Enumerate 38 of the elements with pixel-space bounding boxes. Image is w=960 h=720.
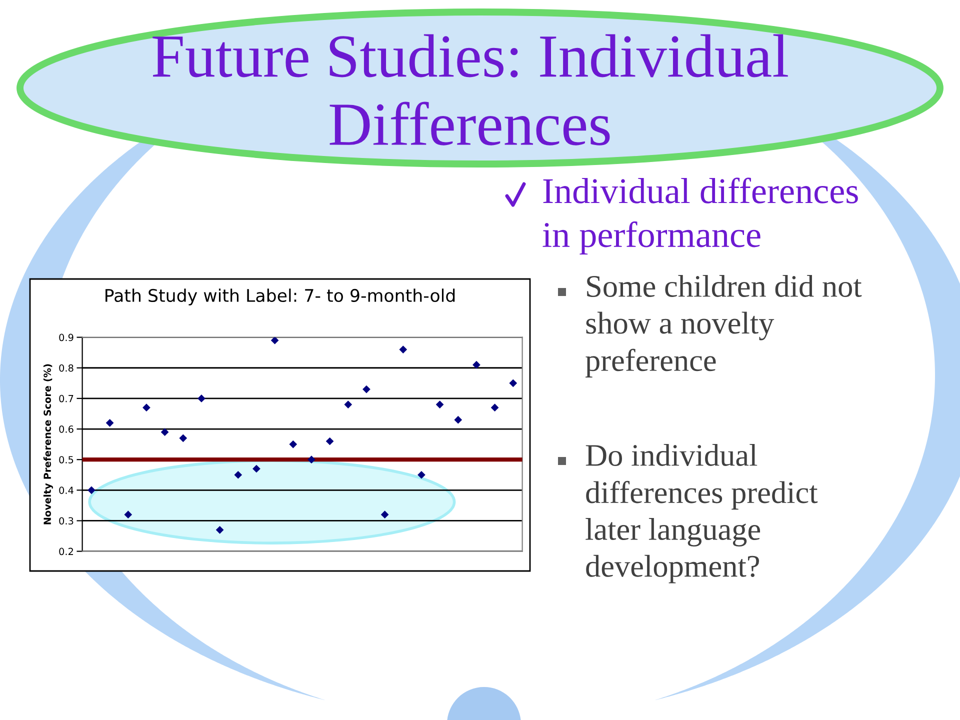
- text: Individual differences in performance: [542, 178, 858, 255]
- point: [362, 385, 370, 394]
- point: [308, 456, 316, 464]
- point: [326, 437, 334, 446]
- y-tick-label: 0.6: [59, 425, 74, 433]
- point: [399, 346, 408, 354]
- text: Do individual differences predict later language development?: [586, 444, 818, 584]
- point: [472, 360, 480, 369]
- y-axis-title: Novelty Preference Score (%): [43, 364, 53, 524]
- point: [198, 394, 206, 402]
- point: [270, 337, 279, 344]
- chart-title: Future Studies: Individual Differences: [152, 34, 788, 146]
- y-tick-label: 0.8: [59, 364, 74, 372]
- point: [344, 400, 352, 408]
- point: [436, 400, 444, 408]
- y-tick-label: 0.4: [59, 486, 74, 494]
- point: [509, 379, 518, 388]
- chart-subtitle: Path Study with Label: 7- to 9-month-old: [106, 288, 455, 306]
- point: [179, 434, 188, 442]
- y-tick-label: 0.5: [59, 456, 74, 464]
- point: [106, 418, 114, 427]
- point: [289, 440, 298, 448]
- point: [234, 470, 242, 479]
- point: [124, 510, 132, 519]
- point: [252, 464, 260, 473]
- point: [490, 404, 499, 412]
- point: [216, 526, 224, 534]
- y-tick-label: 0.3: [59, 517, 74, 525]
- y-tick-label: 0.2: [59, 548, 73, 556]
- y-tick-label: 0.7: [59, 394, 74, 402]
- point: [88, 486, 96, 494]
- y-tick-label: 0.9: [59, 334, 74, 342]
- point: [142, 404, 150, 412]
- point: [380, 510, 389, 519]
- text: Some children did not show a novelty preference: [586, 275, 862, 378]
- point: [160, 428, 169, 436]
- point: [418, 470, 426, 479]
- point: [454, 416, 462, 424]
